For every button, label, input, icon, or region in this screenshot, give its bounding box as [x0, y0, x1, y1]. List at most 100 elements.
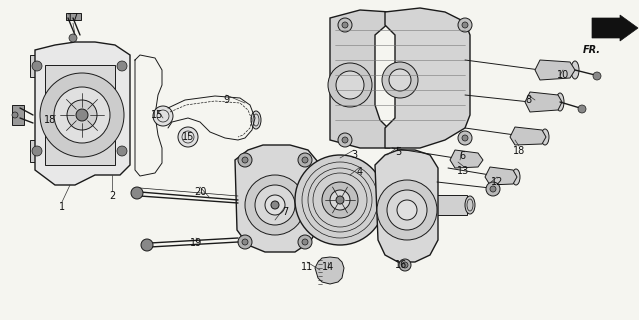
- Polygon shape: [450, 150, 483, 168]
- Circle shape: [242, 239, 248, 245]
- Ellipse shape: [571, 61, 579, 79]
- Circle shape: [117, 61, 127, 71]
- Circle shape: [302, 157, 308, 163]
- Polygon shape: [535, 60, 575, 80]
- Circle shape: [322, 182, 358, 218]
- Polygon shape: [330, 10, 390, 148]
- Text: 20: 20: [194, 187, 206, 197]
- Circle shape: [399, 259, 411, 271]
- Circle shape: [12, 112, 18, 118]
- Circle shape: [76, 109, 88, 121]
- Circle shape: [458, 18, 472, 32]
- Circle shape: [67, 100, 97, 130]
- Bar: [115, 140, 129, 162]
- Polygon shape: [592, 18, 635, 38]
- Circle shape: [593, 72, 601, 80]
- Text: 8: 8: [525, 95, 531, 105]
- Ellipse shape: [512, 169, 520, 185]
- Ellipse shape: [251, 111, 261, 129]
- Text: 11: 11: [301, 262, 313, 272]
- Circle shape: [336, 196, 344, 204]
- Circle shape: [338, 133, 352, 147]
- Bar: [437, 195, 467, 215]
- Polygon shape: [35, 42, 130, 185]
- Circle shape: [265, 195, 285, 215]
- Circle shape: [178, 127, 198, 147]
- Circle shape: [338, 18, 352, 32]
- Text: 17: 17: [67, 13, 79, 23]
- Text: 5: 5: [395, 147, 401, 157]
- Ellipse shape: [556, 93, 564, 111]
- Polygon shape: [235, 145, 318, 252]
- Circle shape: [117, 146, 127, 156]
- Polygon shape: [385, 8, 470, 148]
- Circle shape: [153, 106, 173, 126]
- Polygon shape: [485, 167, 517, 185]
- Circle shape: [32, 61, 42, 71]
- Circle shape: [462, 135, 468, 141]
- Circle shape: [298, 153, 312, 167]
- Text: 18: 18: [513, 146, 525, 156]
- Text: 1: 1: [59, 202, 65, 212]
- Polygon shape: [375, 150, 438, 262]
- Ellipse shape: [465, 196, 475, 214]
- Ellipse shape: [541, 129, 549, 145]
- Text: 18: 18: [44, 115, 56, 125]
- Circle shape: [342, 22, 348, 28]
- Circle shape: [245, 175, 305, 235]
- Circle shape: [302, 239, 308, 245]
- Circle shape: [486, 182, 500, 196]
- Circle shape: [402, 262, 408, 268]
- Circle shape: [377, 180, 437, 240]
- Polygon shape: [45, 65, 115, 165]
- Polygon shape: [620, 15, 638, 41]
- Circle shape: [336, 71, 364, 99]
- Circle shape: [242, 157, 248, 163]
- Circle shape: [238, 153, 252, 167]
- Bar: [115, 55, 129, 77]
- Text: 6: 6: [459, 151, 465, 161]
- Circle shape: [298, 235, 312, 249]
- Circle shape: [458, 131, 472, 145]
- Circle shape: [255, 185, 295, 225]
- Circle shape: [387, 190, 427, 230]
- Bar: [12, 105, 24, 125]
- Circle shape: [342, 137, 348, 143]
- Circle shape: [295, 155, 385, 245]
- Text: 16: 16: [395, 260, 407, 270]
- Polygon shape: [525, 92, 562, 112]
- Text: 19: 19: [190, 238, 202, 248]
- Circle shape: [330, 190, 350, 210]
- Circle shape: [69, 34, 77, 42]
- Polygon shape: [315, 257, 344, 284]
- Circle shape: [397, 200, 417, 220]
- Circle shape: [238, 235, 252, 249]
- Circle shape: [389, 69, 411, 91]
- Circle shape: [382, 62, 418, 98]
- Text: 10: 10: [557, 70, 569, 80]
- Text: 12: 12: [491, 177, 503, 187]
- Text: 3: 3: [351, 150, 357, 160]
- Text: 15: 15: [182, 132, 194, 142]
- Circle shape: [328, 63, 372, 107]
- Text: 14: 14: [322, 262, 334, 272]
- Circle shape: [462, 22, 468, 28]
- Bar: [30, 55, 44, 77]
- Text: 15: 15: [151, 110, 163, 120]
- Circle shape: [40, 73, 124, 157]
- Circle shape: [490, 186, 496, 192]
- Text: 7: 7: [282, 207, 288, 217]
- Text: 9: 9: [223, 95, 229, 105]
- Circle shape: [54, 87, 110, 143]
- Text: 13: 13: [457, 166, 469, 176]
- Circle shape: [32, 146, 42, 156]
- Circle shape: [131, 187, 143, 199]
- Circle shape: [141, 239, 153, 251]
- Polygon shape: [510, 127, 546, 145]
- Bar: [30, 140, 44, 162]
- Text: 4: 4: [357, 167, 363, 177]
- Text: 2: 2: [109, 191, 115, 201]
- Text: FR.: FR.: [583, 45, 601, 55]
- Circle shape: [578, 105, 586, 113]
- Bar: [66, 13, 81, 20]
